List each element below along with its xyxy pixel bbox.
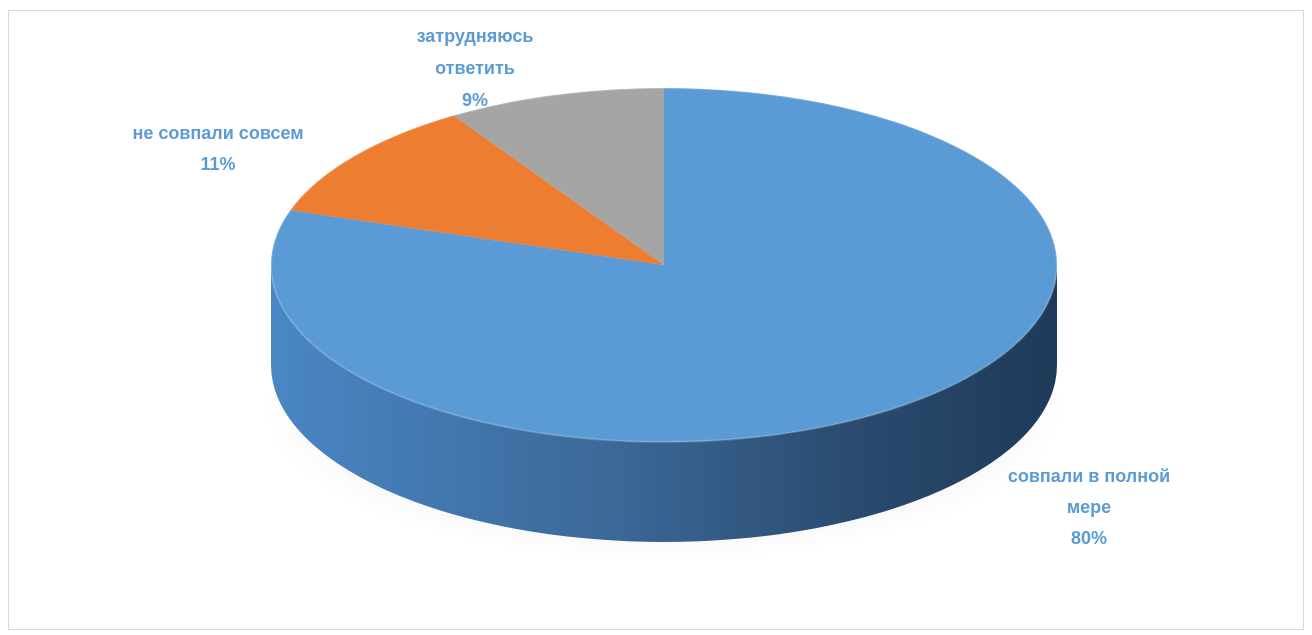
- pie-top-highlight: [270, 87, 1058, 443]
- pie-slice-2: [453, 88, 664, 265]
- slice-0-label-line-2: мере: [1067, 497, 1111, 517]
- slice-2-label-line-1: затрудняюсь: [417, 26, 534, 46]
- slice-2-value-label: 9%: [462, 90, 488, 110]
- slice-0-value-label: 80%: [1071, 528, 1107, 548]
- slice-0-label-line-1: совпали в полной: [1008, 466, 1170, 486]
- pie-slice-0: [271, 88, 1058, 442]
- pie-slice-1: [290, 115, 664, 265]
- data-label-slice-0: совпали в полной мере 80%: [1008, 466, 1170, 548]
- pie-side-0: [271, 265, 1057, 542]
- slice-1-value-label: 11%: [200, 154, 235, 174]
- data-label-slice-2: затрудняюсь ответить 9%: [417, 26, 534, 110]
- slice-2-label-line-2: ответить: [435, 58, 515, 78]
- data-label-slice-1: не совпали совсем 11%: [132, 123, 303, 174]
- slice-1-label-line-1: не совпали совсем: [132, 123, 303, 143]
